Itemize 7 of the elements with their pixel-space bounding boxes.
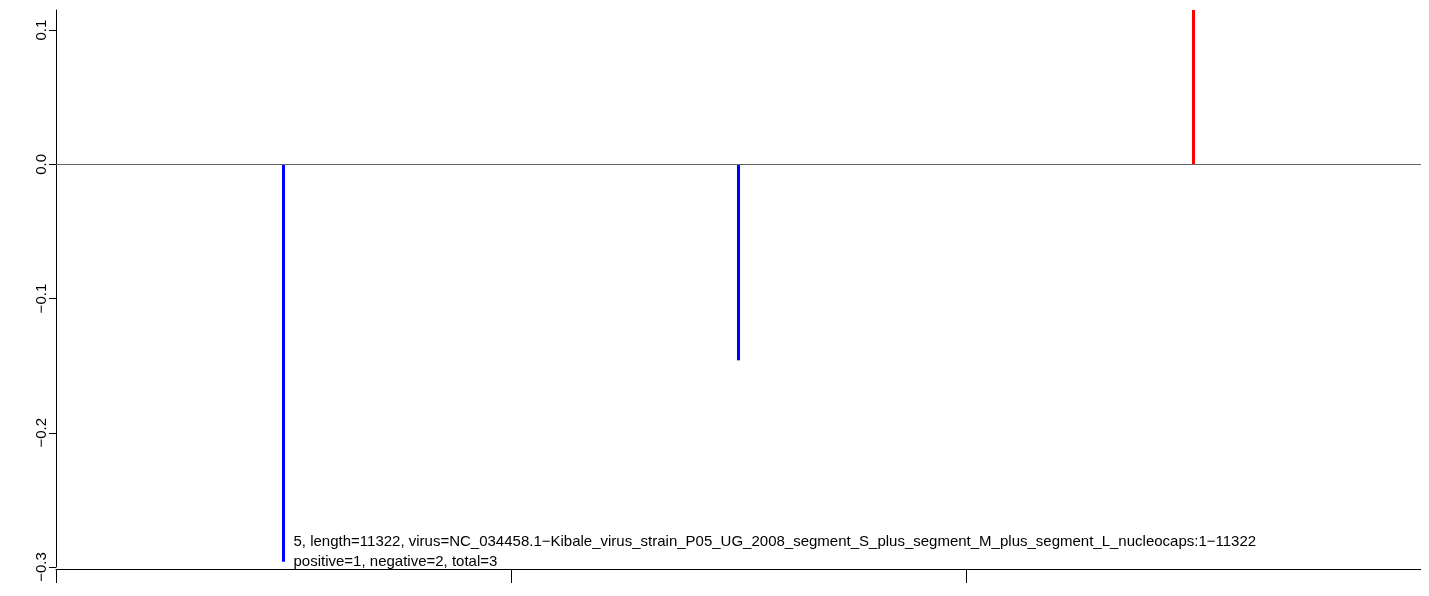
annotation: 5, length=11322, virus=NC_034458.1−Kibale_virus_strain_P05_UG_2008_segment_S_plus_segment_M_plus_segment_L_nucleocaps:1−11322 [293, 532, 1257, 549]
annotation: positive=1, negative=2, total=3 [293, 552, 498, 569]
y-tick-label: −0.3 [32, 552, 49, 582]
y-tick-label: 0.1 [32, 19, 49, 41]
y-tick-label: −0.1 [32, 283, 49, 314]
y-tick-label: −0.2 [32, 417, 49, 448]
y-tick-label: 0.0 [32, 153, 49, 175]
